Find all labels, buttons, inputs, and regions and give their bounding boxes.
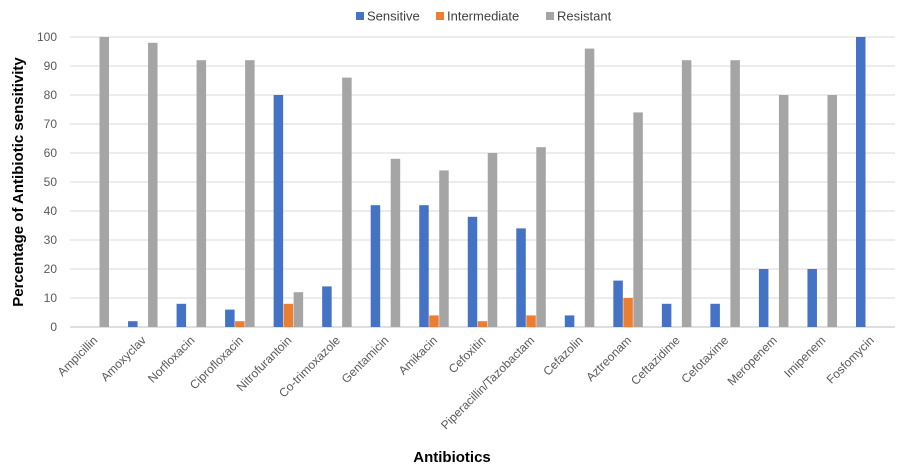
bar-intermediate <box>477 321 488 327</box>
y-tick-label: 20 <box>44 262 58 276</box>
y-tick-label: 30 <box>44 233 58 247</box>
bar-sensitive <box>855 37 866 327</box>
y-axis-ticks: 0 10 20 30 40 50 60 70 80 90 100 <box>37 30 57 334</box>
y-tick-label: 70 <box>44 117 58 131</box>
x-tick-label: Meropenem <box>725 333 780 388</box>
legend: Sensitive Intermediate Resistant <box>356 9 612 24</box>
bar-resistant <box>536 147 546 327</box>
x-tick-label: Ampicillin <box>55 333 101 379</box>
bar-sensitive <box>613 280 623 327</box>
bar-resistant <box>99 37 110 327</box>
x-tick-label: Fosfomycin <box>824 333 877 386</box>
bar-sensitive <box>176 303 187 327</box>
bar-resistant <box>196 60 207 327</box>
legend-label-resistant: Resistant <box>557 9 612 24</box>
legend-swatch-resistant <box>546 12 554 20</box>
legend-swatch-intermediate <box>436 12 444 20</box>
bar-sensitive <box>710 303 720 327</box>
legend-swatch-sensitive <box>356 12 364 20</box>
bar-intermediate <box>235 321 245 327</box>
bar-resistant <box>778 95 789 327</box>
y-tick-label: 50 <box>44 175 58 189</box>
x-tick-label: Cefoxitin <box>446 333 489 376</box>
bar-resistant <box>827 95 837 327</box>
bar-sensitive <box>128 321 138 327</box>
bar-sensitive <box>661 303 672 327</box>
bar-resistant <box>633 112 643 328</box>
y-tick-label: 10 <box>44 291 58 305</box>
x-tick-label: Ceftazidime <box>628 333 683 388</box>
bar-resistant <box>681 60 692 327</box>
x-tick-label: Cefazolin <box>540 333 585 378</box>
legend-label-sensitive: Sensitive <box>367 9 420 24</box>
bar-resistant <box>439 170 449 327</box>
bar-intermediate <box>429 315 439 327</box>
bar-intermediate <box>526 315 536 327</box>
bar-resistant <box>390 158 401 327</box>
x-tick-label: Norfloxacin <box>145 333 197 385</box>
x-tick-label: Piperacillin/Tazobactam <box>438 333 537 432</box>
bar-sensitive <box>419 205 429 327</box>
bar-sensitive <box>467 216 478 327</box>
bar-resistant <box>342 77 352 327</box>
bar-sensitive <box>273 95 284 327</box>
bar-resistant <box>148 42 158 328</box>
y-axis-title: Percentage of Antibiotic sensitivity <box>10 57 27 307</box>
bar-resistant <box>245 60 255 327</box>
y-tick-label: 90 <box>44 59 58 73</box>
bar-sensitive <box>370 205 381 327</box>
y-tick-label: 0 <box>50 320 57 334</box>
y-tick-label: 100 <box>37 30 57 44</box>
bars <box>99 37 866 328</box>
y-tick-label: 40 <box>44 204 58 218</box>
x-axis-title: Antibiotics <box>413 449 491 466</box>
bar-sensitive <box>564 315 575 327</box>
bar-resistant <box>293 292 304 327</box>
x-tick-label: Amikacin <box>396 333 440 377</box>
bar-intermediate <box>283 303 294 327</box>
bar-sensitive <box>322 286 332 327</box>
bar-sensitive <box>758 269 769 327</box>
bar-resistant <box>487 153 498 327</box>
y-tick-label: 80 <box>44 88 58 102</box>
x-tick-label: Amoxyclav <box>98 333 149 384</box>
bar-sensitive <box>516 228 526 327</box>
x-tick-label: Imipenem <box>781 333 828 380</box>
x-tick-label: Cefotaxime <box>678 333 731 386</box>
bar-resistant <box>584 48 595 327</box>
x-tick-label: Aztreonam <box>583 333 634 384</box>
x-tick-label: Gentamicin <box>339 333 392 386</box>
bar-intermediate <box>623 298 633 327</box>
bar-resistant <box>730 60 740 327</box>
x-axis-labels: AmpicillinAmoxyclavNorfloxacinCiprofloxa… <box>55 333 877 432</box>
legend-label-intermediate: Intermediate <box>447 9 519 24</box>
bar-sensitive <box>225 309 235 327</box>
y-tick-label: 60 <box>44 146 58 160</box>
bar-sensitive <box>807 269 817 327</box>
gridlines <box>70 36 895 328</box>
